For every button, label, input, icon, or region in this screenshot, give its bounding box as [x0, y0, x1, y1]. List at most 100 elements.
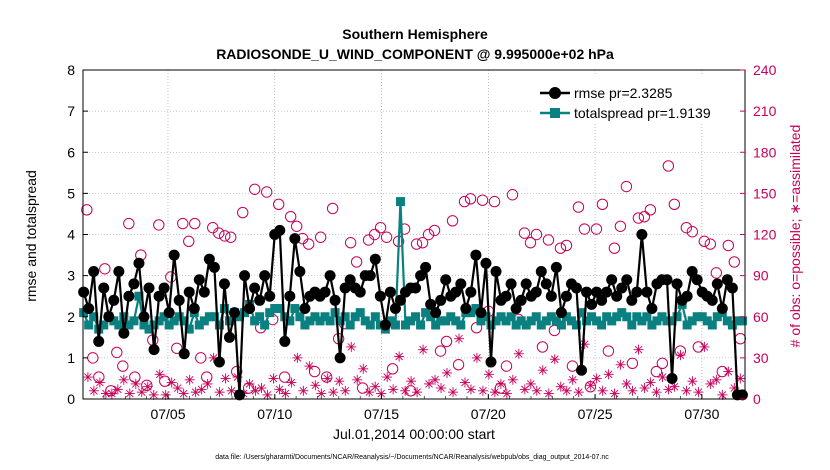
data-file-footer: data file: /Users/gharamti/Documents/NCA…	[215, 454, 609, 461]
possible-marker	[644, 204, 657, 216]
chart-subtitle: RADIOSONDE_U_WIND_COMPONENT @ 9.995000e+…	[216, 46, 614, 62]
rmse-marker	[249, 282, 261, 294]
rmse-marker	[183, 286, 195, 298]
assimilated-marker	[388, 384, 399, 395]
rmse-marker	[284, 290, 296, 302]
y2-tick-label: 60	[753, 309, 769, 325]
possible-marker	[518, 227, 531, 239]
rmse-marker	[440, 274, 452, 286]
totalspread-marker	[219, 304, 229, 314]
totalspread-marker	[355, 308, 365, 318]
rmse-marker	[118, 327, 130, 339]
possible-marker	[656, 357, 669, 370]
rmse-marker	[153, 290, 165, 302]
assimilated-marker	[244, 378, 255, 389]
rmse-marker	[148, 344, 160, 356]
assimilated-marker	[507, 374, 518, 385]
rmse-marker	[113, 266, 125, 278]
totalspread-marker	[647, 320, 657, 330]
totalspread-marker	[280, 312, 290, 322]
possible-marker	[416, 237, 429, 249]
possible-marker	[219, 230, 231, 242]
rmse-marker	[178, 348, 190, 360]
possible-marker	[308, 365, 321, 378]
assimilated-marker	[334, 376, 345, 387]
possible-marker	[590, 223, 603, 235]
assimilated-marker	[88, 385, 99, 396]
possible-marker	[500, 360, 513, 372]
totalspread-marker	[84, 320, 94, 330]
rmse-marker	[319, 286, 331, 298]
rmse-marker	[93, 335, 105, 347]
assimilated-marker	[477, 385, 488, 396]
assimilated-marker	[322, 373, 333, 384]
rmse-marker	[98, 282, 110, 294]
totalspread-marker	[139, 320, 149, 330]
totalspread-marker	[597, 320, 607, 330]
possible-marker	[260, 186, 273, 198]
assimilated-marker	[555, 381, 566, 392]
rmse-marker	[193, 274, 205, 286]
totalspread-marker	[119, 312, 129, 322]
assimilated-marker	[370, 381, 381, 392]
totalspread-marker	[652, 316, 662, 326]
totalspread-marker	[617, 308, 627, 318]
totalspread-marker	[164, 320, 174, 330]
assimilated-marker	[358, 363, 369, 374]
totalspread-marker	[159, 312, 169, 322]
assimilated-marker	[220, 373, 231, 384]
totalspread-marker	[577, 308, 587, 318]
totalspread-marker	[411, 312, 421, 322]
possible-marker	[722, 239, 735, 252]
possible-marker	[99, 263, 111, 275]
rmse-marker	[535, 266, 547, 278]
totalspread-marker	[737, 316, 747, 326]
possible-marker	[560, 239, 573, 252]
rmse-marker	[384, 286, 396, 298]
totalspread-marker	[481, 312, 491, 322]
y2-tick-label: 240	[753, 62, 777, 78]
y2-tick-label: 90	[753, 268, 769, 284]
possible-marker	[326, 202, 339, 215]
possible-marker	[458, 195, 471, 208]
assimilated-marker	[663, 384, 674, 395]
rmse-marker	[203, 253, 215, 265]
rmse-marker	[83, 303, 95, 315]
totalspread-marker	[441, 316, 451, 326]
y-tick-label: 4	[67, 227, 75, 243]
totalspread-marker	[496, 312, 506, 322]
assimilated-marker	[400, 385, 411, 396]
y-tick-label: 5	[67, 185, 75, 201]
rmse-marker	[364, 270, 376, 282]
chart-title: Southern Hemisphere	[342, 26, 488, 42]
rmse-marker	[168, 249, 180, 261]
totalspread-marker	[466, 308, 476, 318]
legend-rmse-marker	[549, 87, 561, 99]
assimilated-marker	[196, 384, 207, 395]
assimilated-marker	[501, 388, 512, 399]
totalspread-marker	[697, 312, 707, 322]
possible-marker	[374, 221, 387, 234]
assimilated-marker	[142, 381, 153, 392]
assimilated-marker	[627, 385, 638, 396]
totalspread-marker	[260, 320, 270, 330]
assimilated-marker	[340, 385, 351, 396]
totalspread-marker	[431, 320, 441, 330]
assimilated-marker	[567, 374, 578, 385]
totalspread-marker	[350, 312, 360, 322]
rmse-marker	[374, 290, 386, 302]
totalspread-marker	[395, 197, 405, 207]
possible-marker	[602, 345, 615, 357]
rmse-marker	[344, 274, 356, 286]
assimilated-marker	[615, 359, 626, 370]
rmse-marker	[485, 356, 497, 368]
assimilated-marker	[633, 344, 644, 355]
totalspread-marker	[199, 316, 209, 326]
assimilated-marker	[424, 378, 435, 389]
x-tick-label: 07/20	[471, 406, 506, 422]
rmse-marker	[631, 286, 643, 298]
rmse-marker	[515, 294, 527, 306]
possible-marker	[638, 210, 651, 223]
assimilated-marker	[651, 387, 662, 398]
totalspread-marker	[325, 316, 335, 326]
